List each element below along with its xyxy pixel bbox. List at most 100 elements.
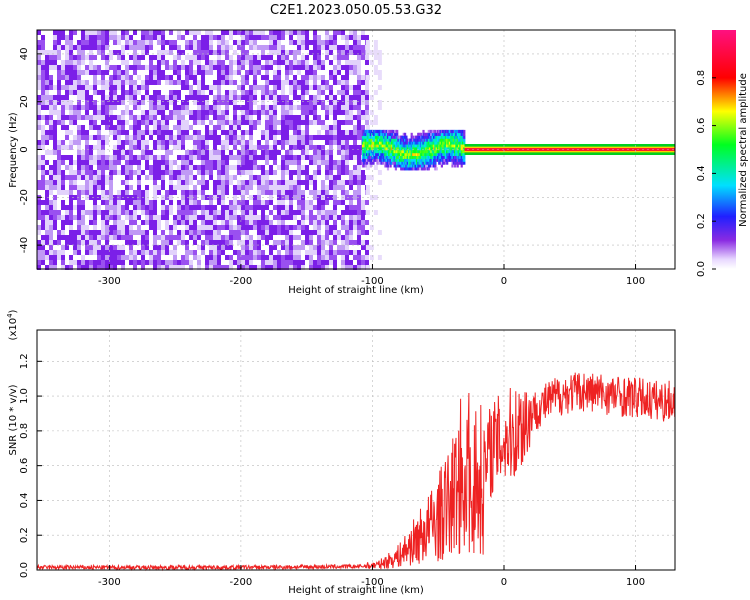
heatmap-cell	[393, 152, 396, 156]
heatmap-cell	[450, 144, 453, 148]
heatmap-cell	[305, 215, 309, 220]
heatmap-cell	[405, 164, 408, 168]
heatmap-cell	[77, 60, 81, 65]
heatmap-cell	[367, 155, 370, 159]
heatmap-cell	[325, 35, 329, 40]
heatmap-cell	[400, 150, 403, 154]
heatmap-cell	[397, 158, 400, 162]
heatmap-cell	[69, 155, 73, 160]
heatmap-cell	[141, 265, 145, 270]
heatmap-cell	[201, 110, 205, 115]
heatmap-cell	[396, 144, 399, 148]
heatmap-cell	[65, 240, 69, 245]
heatmap-cell	[452, 147, 455, 151]
heatmap-cell	[81, 175, 85, 180]
heatmap-cell	[65, 205, 69, 210]
heatmap-cell	[69, 235, 73, 240]
heatmap-cell	[157, 130, 161, 135]
heatmap-cell	[245, 240, 249, 245]
heatmap-cell	[364, 135, 367, 139]
heatmap-cell	[229, 130, 233, 135]
heatmap-cell	[261, 205, 265, 210]
heatmap-cell	[137, 250, 141, 255]
heatmap-cell	[97, 205, 101, 210]
heatmap-cell	[285, 210, 289, 215]
heatmap-cell	[390, 152, 394, 156]
heatmap-cell	[305, 85, 309, 90]
heatmap-cell	[165, 140, 169, 145]
heatmap-cell	[285, 245, 289, 250]
heatmap-cell	[389, 158, 392, 162]
heatmap-cell	[69, 215, 73, 220]
heatmap-cell	[365, 85, 369, 90]
heatmap-cell	[109, 85, 113, 90]
heatmap-cell	[93, 80, 97, 85]
heatmap-cell	[145, 160, 149, 165]
heatmap-cell	[457, 132, 461, 136]
heatmap-cell	[329, 85, 333, 90]
heatmap-cell	[313, 265, 317, 270]
heatmap-cell	[301, 35, 305, 40]
heatmap-cell	[37, 30, 41, 35]
heatmap-cell	[161, 70, 165, 75]
heatmap-cell	[365, 210, 370, 215]
heatmap-cell	[389, 132, 392, 136]
heatmap-cell	[398, 152, 401, 156]
heatmap-cell	[385, 144, 388, 148]
heatmap-cell	[265, 260, 269, 265]
heatmap-cell	[233, 215, 237, 220]
heatmap-cell	[361, 205, 365, 210]
heatmap-cell	[429, 152, 432, 156]
heatmap-cell	[101, 70, 105, 75]
heatmap-cell	[153, 225, 157, 230]
heatmap-cell	[125, 75, 129, 80]
heatmap-cell	[285, 70, 289, 75]
heatmap-cell	[369, 164, 372, 168]
heatmap-cell	[448, 132, 451, 136]
heatmap-cell	[329, 165, 333, 170]
heatmap-cell	[305, 200, 309, 205]
heatmap-cell	[61, 225, 65, 230]
heatmap-cell	[365, 70, 369, 75]
heatmap-cell	[277, 30, 281, 35]
heatmap-cell	[417, 132, 420, 136]
heatmap-cell	[329, 260, 333, 265]
heatmap-cell	[372, 152, 375, 156]
heatmap-cell	[105, 245, 109, 250]
heatmap-cell	[177, 95, 181, 100]
heatmap-cell	[109, 50, 113, 55]
heatmap-cell	[245, 90, 249, 95]
heatmap-cell	[57, 250, 61, 255]
heatmap-cell	[376, 158, 379, 162]
heatmap-cell	[277, 95, 281, 100]
heatmap-cell	[161, 75, 165, 80]
heatmap-cell	[205, 265, 209, 270]
heatmap-cell	[169, 200, 173, 205]
heatmap-cell	[81, 255, 85, 260]
heatmap-cell	[137, 90, 141, 95]
heatmap-cell	[321, 215, 325, 220]
heatmap-cell	[117, 200, 121, 205]
heatmap-cell	[241, 35, 245, 40]
heatmap-cell	[173, 260, 177, 265]
heatmap-cell	[233, 125, 237, 130]
heatmap-cell	[447, 147, 450, 151]
heatmap-cell	[281, 200, 285, 205]
heatmap-cell	[405, 150, 408, 154]
heatmap-cell	[277, 130, 281, 135]
heatmap-cell	[129, 215, 133, 220]
heatmap-cell	[313, 100, 317, 105]
heatmap-cell	[209, 250, 213, 255]
heatmap-cell	[97, 90, 101, 95]
heatmap-cell	[49, 230, 53, 235]
heatmap-cell	[65, 55, 69, 60]
heatmap-cell	[444, 135, 447, 139]
heatmap-cell	[309, 200, 313, 205]
heatmap-cell	[277, 190, 281, 195]
heatmap-cell	[309, 140, 313, 145]
heatmap-cell	[448, 158, 451, 162]
heatmap-cell	[133, 80, 137, 85]
heatmap-cell	[361, 110, 365, 115]
heatmap-cell	[373, 90, 378, 95]
heatmap-cell	[305, 40, 309, 45]
